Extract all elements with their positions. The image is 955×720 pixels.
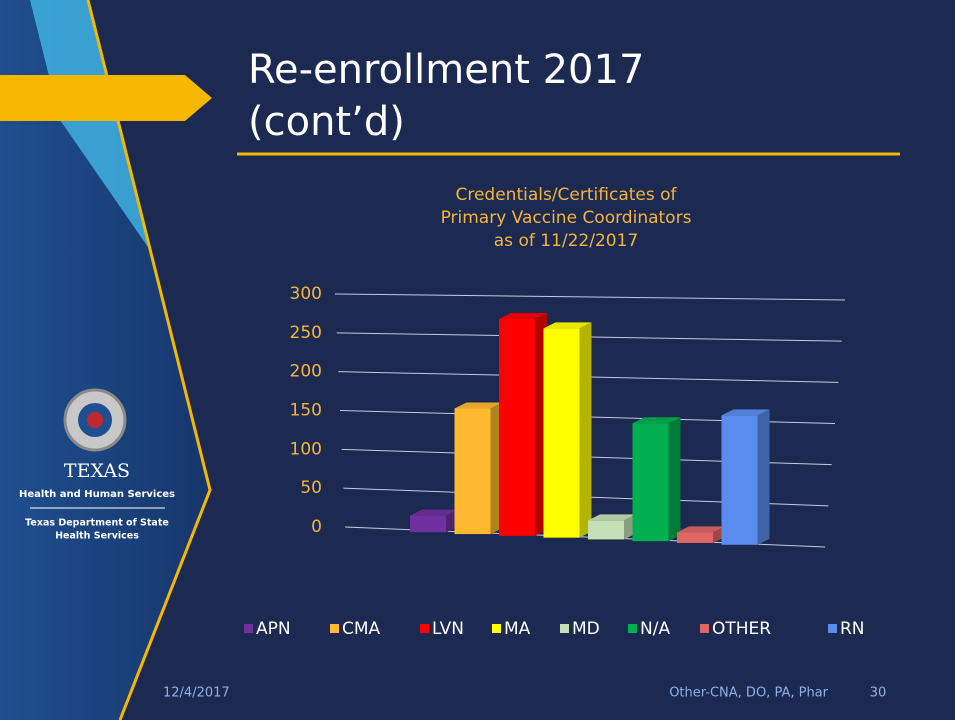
bar	[721, 415, 758, 545]
y-tick-label: 200	[290, 362, 322, 382]
bar-top	[454, 402, 503, 409]
bar	[543, 328, 580, 538]
date: 12/4/2017	[163, 686, 230, 701]
chart-title: Credentials/Certificates of	[455, 185, 677, 205]
cyan-wedge	[30, 0, 150, 250]
chart-title: as of 11/22/2017	[494, 231, 638, 251]
y-tick-label: 100	[290, 439, 322, 459]
y-tick-label: 0	[311, 517, 322, 537]
bar-top	[543, 322, 592, 329]
legend-label: LVN	[432, 619, 464, 639]
legend-label: CMA	[342, 619, 381, 639]
chart-title: Primary Vaccine Coordinators	[441, 208, 692, 228]
bar-top	[410, 509, 458, 516]
bar-side	[579, 322, 592, 538]
yellow-edge	[86, 0, 212, 720]
left-panel	[0, 0, 210, 720]
legend-swatch	[560, 624, 569, 633]
seal-star	[87, 412, 103, 428]
page-number: 30	[870, 686, 887, 701]
slide-title: Re-enrollment 2017	[248, 47, 644, 93]
legend-swatch	[628, 624, 637, 633]
slide-title: (cont’d)	[248, 99, 405, 145]
legend-label: RN	[840, 619, 865, 639]
bar	[588, 520, 624, 540]
y-tick-label: 50	[300, 478, 322, 498]
logo-line: Health and Human Services	[19, 489, 175, 500]
bar-side	[668, 417, 681, 542]
bar	[454, 408, 491, 535]
yellow-arrow	[0, 75, 212, 121]
bar-top	[721, 409, 770, 416]
legend-swatch	[492, 624, 501, 633]
bar-top	[677, 526, 725, 533]
y-tick-label: 250	[290, 323, 322, 343]
legend-swatch	[700, 624, 709, 633]
footer: Other-CNA, DO, PA, Phar	[669, 686, 828, 701]
bar-top	[588, 514, 636, 521]
y-tick-label: 300	[290, 284, 322, 304]
legend-label: APN	[256, 619, 291, 639]
legend-label: MD	[572, 619, 600, 639]
bar-side	[757, 409, 770, 545]
bar-top	[499, 312, 547, 319]
legend-swatch	[828, 624, 837, 633]
legend-swatch	[420, 624, 429, 633]
bar	[632, 423, 669, 542]
grid-line	[334, 293, 846, 301]
legend-swatch	[330, 624, 339, 633]
bar	[410, 515, 446, 533]
legend-label: OTHER	[712, 619, 771, 639]
logo-line: Texas Department of State	[25, 518, 169, 529]
y-tick-label: 150	[290, 401, 322, 421]
bar	[499, 318, 535, 536]
logo-name: TEXAS	[64, 460, 130, 482]
bar	[677, 532, 713, 543]
bar-top	[632, 417, 681, 424]
legend-label: MA	[504, 619, 531, 639]
legend-swatch	[244, 624, 253, 633]
logo-line: Health Services	[55, 531, 139, 542]
legend-label: N/A	[640, 619, 670, 639]
